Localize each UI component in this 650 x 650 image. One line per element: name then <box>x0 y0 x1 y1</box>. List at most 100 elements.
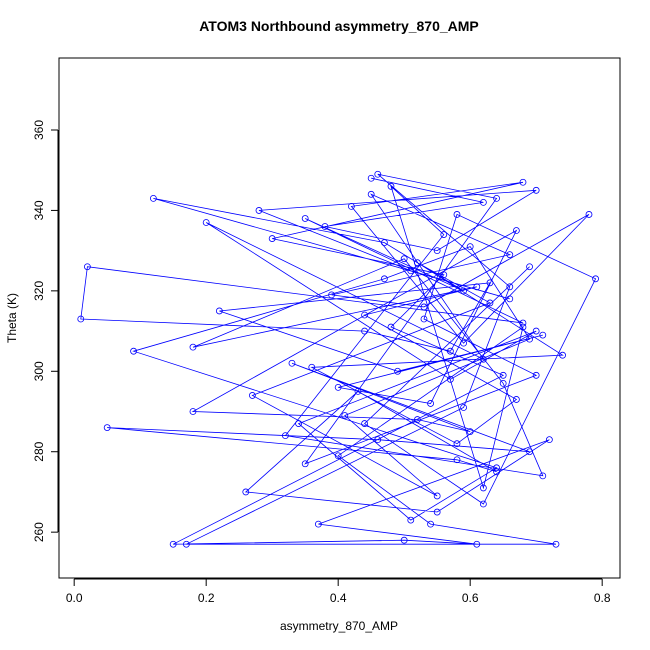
data-point <box>506 251 514 259</box>
data-point <box>387 323 395 331</box>
y-tick-label: 320 <box>32 281 46 301</box>
data-point <box>169 540 177 548</box>
x-tick-label: 0.6 <box>462 591 479 605</box>
data-point <box>460 287 467 295</box>
data-point <box>539 472 547 480</box>
data-point <box>374 436 382 444</box>
data-point <box>506 295 514 303</box>
data-point <box>420 303 428 311</box>
data-point <box>189 343 197 351</box>
y-tick-label: 260 <box>32 522 46 542</box>
data-point <box>466 243 474 251</box>
data-point <box>526 335 533 343</box>
data-point <box>559 351 566 359</box>
data-point <box>460 339 467 347</box>
x-axis-label: asymmetry_870_AMP <box>280 619 398 633</box>
data-point <box>361 420 368 427</box>
x-tick-label: 0.8 <box>594 591 611 605</box>
data-point <box>526 448 533 456</box>
data-point <box>361 311 368 319</box>
data-point <box>413 259 421 267</box>
data-point <box>499 379 507 387</box>
data-point <box>506 283 514 291</box>
data-point <box>361 327 368 335</box>
data-line <box>80 173 597 545</box>
y-tick-label: 360 <box>32 120 46 140</box>
data-point <box>347 202 355 210</box>
data-point <box>493 468 500 476</box>
y-tick-label: 280 <box>32 441 46 461</box>
data-point <box>440 271 448 279</box>
data-point <box>473 283 481 291</box>
data-point <box>314 520 322 528</box>
data-point <box>486 279 494 287</box>
data-point <box>130 347 137 355</box>
data-point <box>545 436 553 444</box>
data-point <box>367 190 375 198</box>
data-point <box>367 174 375 182</box>
data-point <box>407 516 415 524</box>
data-point <box>526 263 533 271</box>
data-point <box>479 500 487 508</box>
data-point <box>268 235 276 242</box>
data-point <box>83 263 91 271</box>
data-point <box>407 267 415 275</box>
data-point <box>493 194 500 202</box>
data-point <box>493 464 500 472</box>
data-point <box>539 331 547 339</box>
data-point <box>433 508 441 516</box>
data-point <box>334 383 342 391</box>
data-point <box>512 227 520 234</box>
y-tick-label: 340 <box>32 200 46 220</box>
data-point <box>288 359 296 367</box>
data-point <box>255 207 263 214</box>
x-tick-label: 0.2 <box>198 591 215 605</box>
data-point <box>433 247 441 255</box>
data-point <box>387 182 395 190</box>
data-point <box>446 375 454 383</box>
data-point <box>512 396 520 403</box>
data-point <box>380 239 388 246</box>
data-point <box>341 412 349 419</box>
y-tick-label: 300 <box>32 361 46 381</box>
data-point <box>479 484 487 492</box>
data-point <box>532 186 540 194</box>
data-point <box>77 315 85 323</box>
data-point <box>446 347 454 355</box>
data-point <box>585 211 593 218</box>
data-point <box>473 540 481 548</box>
data-point <box>466 428 474 436</box>
data-point <box>453 456 461 464</box>
data-point <box>248 392 256 399</box>
data-point <box>453 211 461 218</box>
y-axis-label: Theta (K) <box>5 293 19 343</box>
data-point <box>308 363 316 371</box>
data-point <box>334 452 342 460</box>
data-point <box>532 371 540 379</box>
data-point <box>281 432 289 440</box>
chart-title: ATOM3 Northbound asymmetry_870_AMP <box>199 18 479 34</box>
x-tick-label: 0.0 <box>66 591 83 605</box>
data-point <box>486 299 494 307</box>
data-point <box>499 371 507 379</box>
data-point <box>189 408 197 415</box>
x-tick-label: 0.4 <box>330 591 347 605</box>
data-point <box>532 327 540 335</box>
data-point <box>433 492 441 500</box>
data-point <box>394 367 401 375</box>
data-point <box>519 319 527 327</box>
data-point <box>400 536 408 544</box>
data-point <box>427 400 434 407</box>
data-point <box>479 355 487 363</box>
data-point <box>427 520 434 528</box>
data-point <box>400 255 408 263</box>
data-point <box>242 488 250 496</box>
data-point <box>215 307 223 315</box>
data-point <box>519 178 527 186</box>
data-point <box>552 540 560 548</box>
data-point <box>103 424 111 431</box>
data-point <box>380 275 388 283</box>
data-point <box>149 194 157 202</box>
data-point <box>519 323 527 331</box>
